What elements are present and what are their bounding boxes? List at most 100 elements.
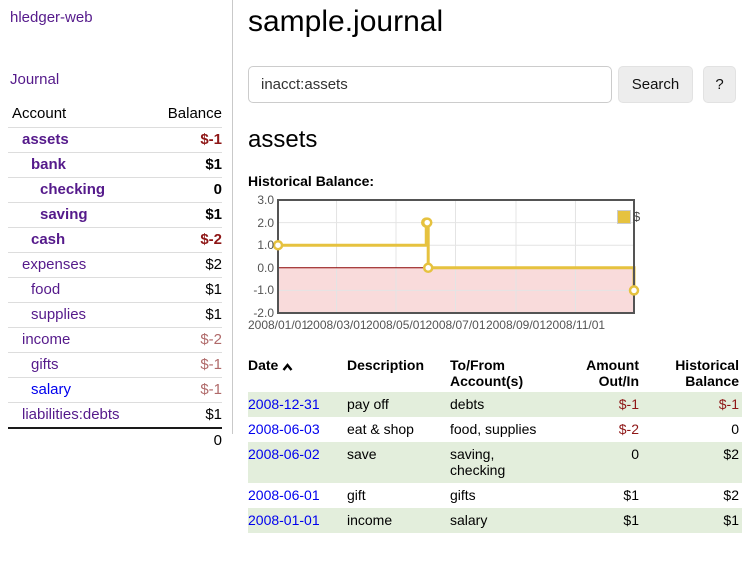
transaction-amount: $1 — [623, 512, 639, 528]
account-row-expenses: expenses $2 — [8, 252, 222, 278]
account-row-liabilities-debts: liabilities:debts $1 — [8, 402, 222, 428]
sort-ascending-icon — [282, 363, 293, 371]
transaction-balance: $2 — [723, 487, 739, 503]
transaction-amount: $-1 — [618, 396, 639, 412]
register-header-row: Date Description To/From Account(s) Amou… — [248, 355, 742, 392]
account-balance: $1 — [148, 302, 222, 328]
search-button[interactable]: Search — [618, 66, 693, 103]
transaction-balance: 0 — [731, 421, 739, 437]
y-axis-tick-label: 0.0 — [257, 260, 274, 275]
register-row: 2008-06-01 gift gifts $1 $2 — [248, 483, 742, 508]
x-axis-tick-label: 2008/09/01 — [485, 318, 546, 332]
account-balance: $-2 — [148, 327, 222, 353]
transaction-description: pay off — [347, 396, 389, 412]
account-balance: $-1 — [148, 352, 222, 378]
app-brand-link[interactable]: hledger-web — [10, 9, 93, 26]
account-balance: 0 — [148, 177, 222, 203]
transaction-description: save — [347, 446, 377, 462]
legend-label: $ — [633, 209, 641, 224]
account-heading: assets — [248, 126, 318, 153]
transaction-date-link[interactable]: 2008-12-31 — [248, 396, 320, 412]
transaction-date-link[interactable]: 2008-06-03 — [248, 421, 320, 437]
register-row: 2008-01-01 income salary $1 $1 — [248, 508, 742, 533]
accounts-header-row: Account Balance — [8, 101, 222, 128]
legend-swatch-icon — [617, 209, 631, 224]
y-axis-tick-label: 3.0 — [257, 193, 274, 207]
accounts-total-value: 0 — [148, 427, 222, 453]
chart-title: Historical Balance: — [248, 173, 375, 189]
page-title: sample.journal — [248, 5, 444, 38]
transaction-accounts: salary — [450, 512, 488, 528]
sidebar-item-journal[interactable]: Journal — [10, 71, 60, 88]
transaction-accounts: gifts — [450, 487, 476, 503]
account-row-cash: cash $-2 — [8, 227, 222, 253]
account-balance: $-1 — [148, 377, 222, 403]
register-header-amount: Amount Out/In — [586, 357, 639, 389]
account-link-income[interactable]: income — [22, 331, 71, 348]
account-row-food: food $1 — [8, 277, 222, 303]
transaction-description: income — [347, 512, 393, 528]
register-header-balance: Historical Balance — [675, 357, 739, 389]
x-axis-tick-label: 2008/01/01 — [247, 318, 309, 332]
register-header-description: Description — [347, 357, 425, 373]
transaction-accounts: debts — [450, 396, 485, 412]
transaction-date-link[interactable]: 2008-06-01 — [248, 487, 320, 503]
transaction-date-link[interactable]: 2008-01-01 — [248, 512, 320, 528]
register-row: 2008-12-31 pay off debts $-1 $-1 — [248, 392, 742, 417]
x-axis-tick-label: 2008/11/01 — [545, 318, 606, 332]
search-form: × Search ? — [248, 66, 742, 103]
accounts-header-account: Account — [12, 105, 67, 122]
register-table: Date Description To/From Account(s) Amou… — [248, 355, 742, 533]
register-header-accounts: To/From Account(s) — [450, 357, 524, 389]
x-axis-tick-label: 2008/05/01 — [365, 318, 427, 332]
transaction-accounts: food, supplies — [450, 421, 537, 437]
register-header-date[interactable]: Date — [248, 355, 347, 392]
transaction-amount: $-2 — [618, 421, 639, 437]
transaction-accounts: saving, checking — [450, 446, 506, 478]
account-link-food[interactable]: food — [31, 281, 61, 298]
account-link-assets[interactable]: assets — [22, 131, 69, 148]
account-link-salary[interactable]: salary — [31, 381, 72, 398]
account-link-checking[interactable]: checking — [40, 181, 106, 198]
transaction-description: eat & shop — [347, 421, 414, 437]
account-link-expenses[interactable]: expenses — [22, 256, 87, 273]
accounts-total-row: 0 — [8, 427, 222, 453]
transaction-balance: $2 — [723, 446, 739, 462]
account-balance: $-2 — [148, 227, 222, 253]
account-row-checking: checking 0 — [8, 177, 222, 203]
x-axis-tick-label: 2008/07/01 — [425, 318, 486, 332]
account-balance: $2 — [148, 252, 222, 278]
account-balance: $1 — [148, 277, 222, 303]
sidebar-divider — [232, 0, 233, 434]
help-button[interactable]: ? — [703, 66, 736, 103]
chart-canvas — [272, 199, 640, 314]
account-link-cash[interactable]: cash — [31, 231, 66, 248]
account-link-bank[interactable]: bank — [31, 156, 67, 173]
account-balance: $-1 — [148, 127, 222, 153]
account-link-supplies[interactable]: supplies — [31, 306, 87, 323]
account-row-saving: saving $1 — [8, 202, 222, 228]
account-balance: $1 — [148, 152, 222, 178]
account-row-assets: assets $-1 — [8, 127, 222, 153]
chart-legend: $ — [617, 209, 640, 224]
accounts-header-balance: Balance — [167, 105, 222, 122]
accounts-table: Account Balance assets $-1 bank $1 check… — [8, 101, 222, 453]
register-row: 2008-06-02 save saving, checking 0 $2 — [248, 442, 742, 483]
transaction-description: gift — [347, 487, 366, 503]
y-axis-tick-label: 2.0 — [257, 215, 274, 230]
account-row-bank: bank $1 — [8, 152, 222, 178]
account-link-saving[interactable]: saving — [40, 206, 88, 223]
account-row-supplies: supplies $1 — [8, 302, 222, 328]
account-link-gifts[interactable]: gifts — [31, 356, 59, 373]
y-axis-tick-label: 1.0 — [257, 238, 274, 253]
transaction-date-link[interactable]: 2008-06-02 — [248, 446, 320, 462]
account-balance: $1 — [148, 202, 222, 228]
sidebar: hledger-web Journal Account Balance asse… — [0, 0, 232, 453]
main-content: sample.journal × Search ? assets Histori… — [248, 0, 742, 533]
transaction-amount: 0 — [631, 446, 639, 462]
search-input[interactable] — [248, 66, 612, 103]
account-link-liabilities-debts[interactable]: liabilities:debts — [22, 406, 120, 423]
transaction-balance: $-1 — [718, 396, 739, 412]
y-axis-tick-label: -2.0 — [253, 306, 274, 320]
y-axis-tick-label: -1.0 — [253, 283, 274, 298]
